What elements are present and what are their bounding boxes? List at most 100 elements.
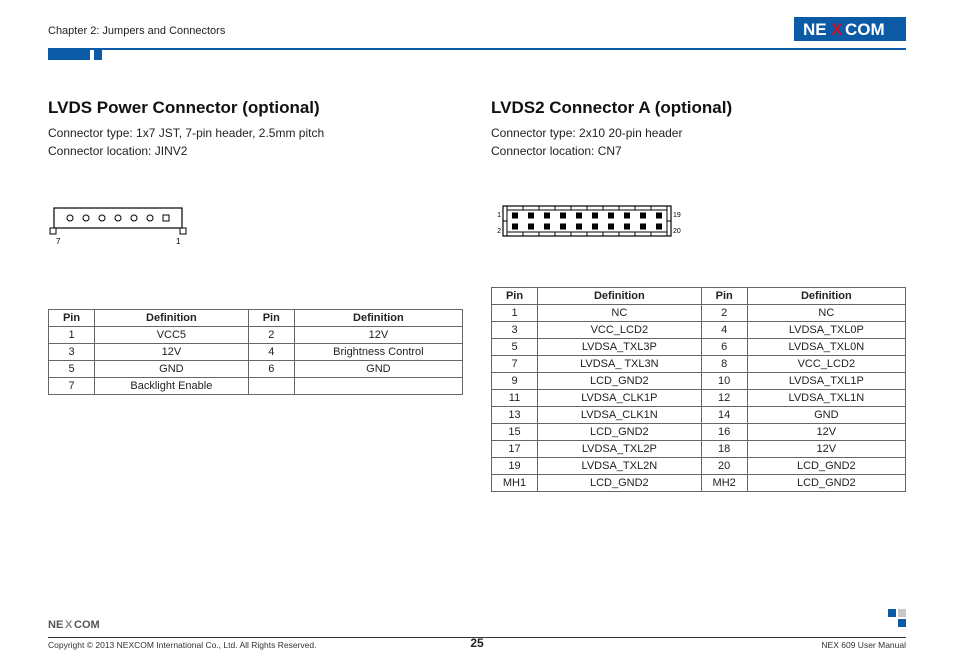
pin-cell: MH2 [701, 475, 747, 492]
definition-cell: GND [747, 407, 905, 424]
left-connector-diagram: 71 [48, 202, 463, 253]
pin-cell: 16 [701, 424, 747, 441]
definition-cell: VCC_LCD2 [747, 356, 905, 373]
definition-cell: LVDSA_TXL0P [747, 322, 905, 339]
header: Chapter 2: Jumpers and Connectors NE X C… [48, 18, 906, 44]
left-title: LVDS Power Connector (optional) [48, 98, 463, 118]
pin-cell: 20 [701, 458, 747, 475]
definition-cell: VCC5 [95, 327, 249, 344]
table-row: 312V4Brightness Control [49, 344, 463, 361]
header-rule [48, 48, 906, 52]
table-row: 7LVDSA_ TXL3N8VCC_LCD2 [492, 356, 906, 373]
definition-cell: LCD_GND2 [538, 475, 702, 492]
right-connector-type: Connector type: 2x10 20-pin header [491, 124, 906, 142]
definition-cell: LVDSA_TXL2P [538, 441, 702, 458]
definition-cell: LCD_GND2 [747, 475, 905, 492]
pin-cell: 9 [492, 373, 538, 390]
right-pin-table: PinDefinitionPinDefinition 1NC2NC3VCC_LC… [491, 287, 906, 492]
pin-cell: 15 [492, 424, 538, 441]
definition-cell: 12V [747, 424, 905, 441]
pin-cell: 4 [701, 322, 747, 339]
definition-cell: Brightness Control [294, 344, 462, 361]
table-row: 11LVDSA_CLK1P12LVDSA_TXL1N [492, 390, 906, 407]
definition-cell: LCD_GND2 [538, 373, 702, 390]
table-row: 17LVDSA_TXL2P1812V [492, 441, 906, 458]
definition-cell: LVDSA_TXL1N [747, 390, 905, 407]
pin-cell: 10 [701, 373, 747, 390]
definition-cell [294, 378, 462, 395]
pin-cell: 18 [701, 441, 747, 458]
pin-cell: 17 [492, 441, 538, 458]
pin-cell: 1 [492, 305, 538, 322]
pin-cell: 14 [701, 407, 747, 424]
definition-cell: LVDSA_ TXL3N [538, 356, 702, 373]
pin-cell: 12 [701, 390, 747, 407]
pin-cell: 2 [701, 305, 747, 322]
svg-text:1: 1 [497, 212, 501, 219]
svg-text:COM: COM [74, 619, 100, 630]
pin-cell: 2 [248, 327, 294, 344]
pin-cell: 5 [49, 361, 95, 378]
table-row: 9LCD_GND210LVDSA_TXL1P [492, 373, 906, 390]
table-header: Pin [701, 288, 747, 305]
svg-text:20: 20 [673, 228, 681, 235]
svg-text:X: X [831, 20, 843, 39]
manual-name: NEX 609 User Manual [821, 640, 906, 650]
svg-text:X: X [65, 619, 73, 630]
copyright-text: Copyright © 2013 NEXCOM International Co… [48, 640, 316, 650]
table-row: 5GND6GND [49, 361, 463, 378]
svg-text:1: 1 [176, 237, 181, 246]
definition-cell: NC [747, 305, 905, 322]
table-row: 19LVDSA_TXL2N20LCD_GND2 [492, 458, 906, 475]
table-header: Definition [747, 288, 905, 305]
right-connector-diagram: 1 2 19 20 [491, 202, 906, 251]
table-header: Pin [49, 310, 95, 327]
table-header: Definition [95, 310, 249, 327]
definition-cell: 12V [95, 344, 249, 361]
definition-cell: Backlight Enable [95, 378, 249, 395]
definition-cell: 12V [747, 441, 905, 458]
pin-cell: MH1 [492, 475, 538, 492]
definition-cell: LCD_GND2 [538, 424, 702, 441]
pin-cell: 1 [49, 327, 95, 344]
table-row: MH1LCD_GND2MH2LCD_GND2 [492, 475, 906, 492]
svg-text:7: 7 [56, 237, 61, 246]
nexcom-logo: NE X COM [794, 17, 906, 46]
pin-cell: 3 [49, 344, 95, 361]
right-column: LVDS2 Connector A (optional) Connector t… [491, 98, 906, 492]
pin-cell: 4 [248, 344, 294, 361]
footer-logo: NE X COM [48, 617, 906, 635]
table-row: 1NC2NC [492, 305, 906, 322]
table-row: 7Backlight Enable [49, 378, 463, 395]
table-header: Pin [492, 288, 538, 305]
table-header: Definition [294, 310, 462, 327]
definition-cell: NC [538, 305, 702, 322]
definition-cell: LCD_GND2 [747, 458, 905, 475]
table-row: 1VCC5212V [49, 327, 463, 344]
definition-cell: 12V [294, 327, 462, 344]
pin-cell: 11 [492, 390, 538, 407]
definition-cell: LVDSA_TXL0N [747, 339, 905, 356]
definition-cell: VCC_LCD2 [538, 322, 702, 339]
definition-cell: GND [95, 361, 249, 378]
left-column: LVDS Power Connector (optional) Connecto… [48, 98, 463, 492]
definition-cell: LVDSA_TXL1P [747, 373, 905, 390]
svg-text:2: 2 [497, 228, 501, 235]
svg-text:19: 19 [673, 212, 681, 219]
left-connector-location: Connector location: JINV2 [48, 142, 463, 160]
pin-cell: 6 [248, 361, 294, 378]
table-row: 5LVDSA_TXL3P6LVDSA_TXL0N [492, 339, 906, 356]
table-header: Definition [538, 288, 702, 305]
left-pin-table: PinDefinitionPinDefinition 1VCC5212V312V… [48, 309, 463, 395]
definition-cell: LVDSA_CLK1N [538, 407, 702, 424]
table-row: 15LCD_GND21612V [492, 424, 906, 441]
definition-cell: LVDSA_TXL2N [538, 458, 702, 475]
left-connector-type: Connector type: 1x7 JST, 7-pin header, 2… [48, 124, 463, 142]
pin-cell: 3 [492, 322, 538, 339]
content: LVDS Power Connector (optional) Connecto… [48, 98, 906, 492]
svg-text:NE: NE [803, 20, 827, 39]
footer: NE X COM Copyright © 2013 NEXCOM Interna… [48, 617, 906, 650]
definition-cell: LVDSA_CLK1P [538, 390, 702, 407]
pin-cell [248, 378, 294, 395]
pin-cell: 5 [492, 339, 538, 356]
